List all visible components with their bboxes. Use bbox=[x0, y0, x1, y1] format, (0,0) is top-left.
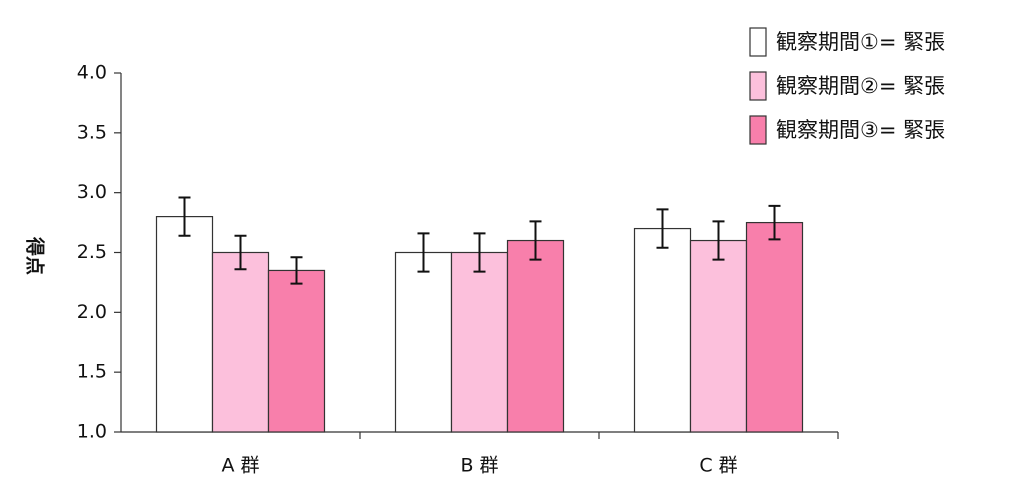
error-bar bbox=[178, 196, 191, 237]
bars bbox=[155, 196, 804, 433]
bar bbox=[745, 221, 804, 433]
error-bar bbox=[712, 220, 725, 261]
y-tick-label: 2.5 bbox=[77, 241, 107, 263]
x-category-label: C 群 bbox=[699, 455, 737, 477]
error-bar bbox=[768, 204, 781, 241]
y-axis-label: 得点 bbox=[24, 236, 47, 275]
bar bbox=[506, 239, 565, 433]
bar bbox=[267, 269, 326, 433]
error-bar bbox=[529, 220, 542, 261]
error-bar bbox=[290, 256, 303, 285]
legend-swatch bbox=[749, 115, 767, 145]
bar bbox=[633, 227, 692, 433]
error-bar bbox=[234, 234, 247, 271]
y-tick-label: 2.0 bbox=[77, 301, 107, 323]
error-bar bbox=[417, 232, 430, 273]
legend-swatch bbox=[749, 71, 767, 101]
legend-swatch bbox=[749, 27, 767, 57]
legend-label: 観察期間③= 緊張 bbox=[776, 118, 945, 142]
y-tick-label: 1.5 bbox=[77, 361, 107, 383]
bar bbox=[689, 239, 748, 433]
y-tick-label: 4.0 bbox=[77, 62, 107, 84]
bar bbox=[211, 251, 270, 433]
x-category-label: B 群 bbox=[460, 455, 498, 477]
legend-label: 観察期間②= 緊張 bbox=[776, 74, 945, 98]
y-tick-label: 3.5 bbox=[77, 121, 107, 143]
y-tick-label: 3.0 bbox=[77, 181, 107, 203]
y-axis: 1.0 1.5 2.0 2.5 3.0 3.5 4.0 bbox=[77, 62, 122, 443]
legend-label: 観察期間①= 緊張 bbox=[776, 30, 945, 54]
x-category-label: A 群 bbox=[221, 455, 259, 477]
error-bar bbox=[656, 208, 669, 249]
bar bbox=[450, 251, 509, 433]
y-tick-label: 1.0 bbox=[77, 421, 107, 443]
error-bar bbox=[473, 232, 486, 273]
bar bbox=[394, 251, 453, 433]
bar bbox=[155, 216, 214, 433]
